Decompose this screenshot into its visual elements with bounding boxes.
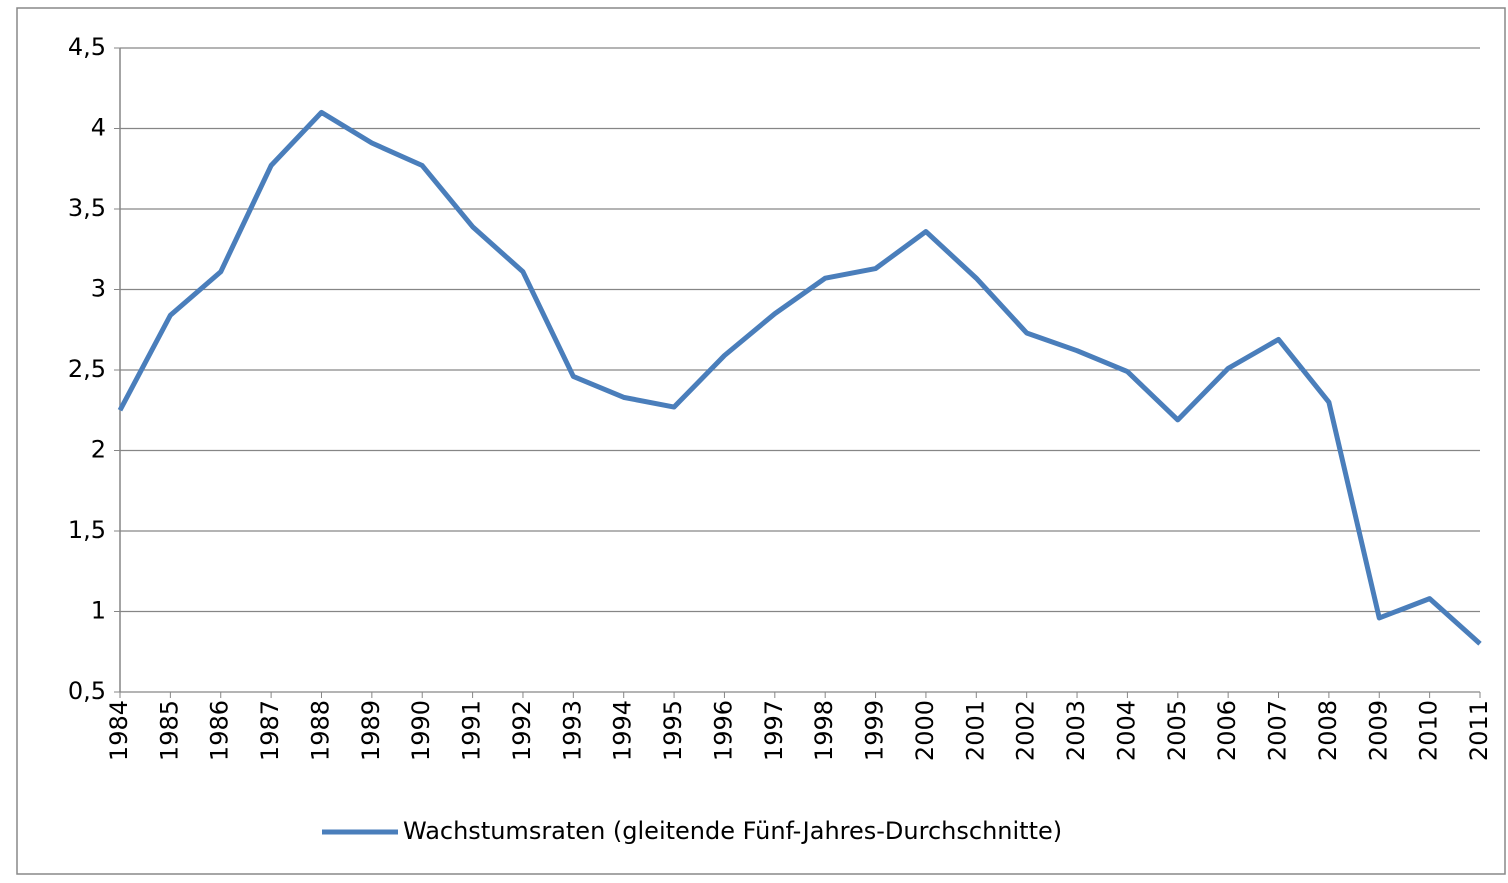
x-tick-label: 1996: [709, 700, 737, 761]
legend-label: Wachstumsraten (gleitende Fünf-Jahres-Du…: [403, 817, 1062, 845]
x-tick-label: 1985: [155, 700, 183, 761]
y-tick-label: 0,5: [68, 677, 106, 705]
x-tick-label: 2008: [1314, 700, 1342, 761]
y-tick-label: 4,5: [68, 33, 106, 61]
x-tick-label: 1992: [508, 700, 536, 761]
x-tick-label: 1991: [458, 700, 486, 761]
x-tick-label: 2009: [1364, 700, 1392, 761]
x-tick-label: 1986: [206, 700, 234, 761]
x-tick-label: 2010: [1415, 700, 1443, 761]
x-tick-label: 1999: [861, 700, 889, 761]
y-tick-label: 3: [91, 275, 106, 303]
x-tick-label: 1990: [407, 700, 435, 761]
x-tick-label: 2003: [1062, 700, 1090, 761]
x-tick-label: 1987: [256, 700, 284, 761]
x-tick-label: 2002: [1012, 700, 1040, 761]
y-tick-label: 1,5: [68, 516, 106, 544]
data-line: [117, 109, 1482, 646]
x-tick-label: 2007: [1264, 700, 1292, 761]
x-tick-label: 2004: [1112, 700, 1140, 761]
x-tick-label: 2001: [961, 700, 989, 761]
chart-frame: [16, 7, 1506, 875]
x-tick-label: 1994: [609, 700, 637, 761]
x-tick-label: 1998: [810, 700, 838, 761]
x-tick-label: 1988: [306, 700, 334, 761]
x-tick-label: 2006: [1213, 700, 1241, 761]
y-tick-label: 3,5: [68, 194, 106, 222]
x-tick-label: 2005: [1163, 700, 1191, 761]
x-tick-label: 1993: [558, 700, 586, 761]
x-tick-label: 1997: [760, 700, 788, 761]
x-tick-label: 2000: [911, 700, 939, 761]
y-tick-label: 2,5: [68, 355, 106, 383]
x-tick-label: 1984: [105, 700, 133, 761]
y-tick-label: 1: [91, 597, 106, 625]
x-tick-label: 2011: [1465, 700, 1493, 761]
x-tick-label: 1995: [659, 700, 687, 761]
y-tick-label: 2: [91, 436, 106, 464]
x-tick-label: 1989: [357, 700, 385, 761]
y-tick-label: 4: [91, 114, 106, 142]
